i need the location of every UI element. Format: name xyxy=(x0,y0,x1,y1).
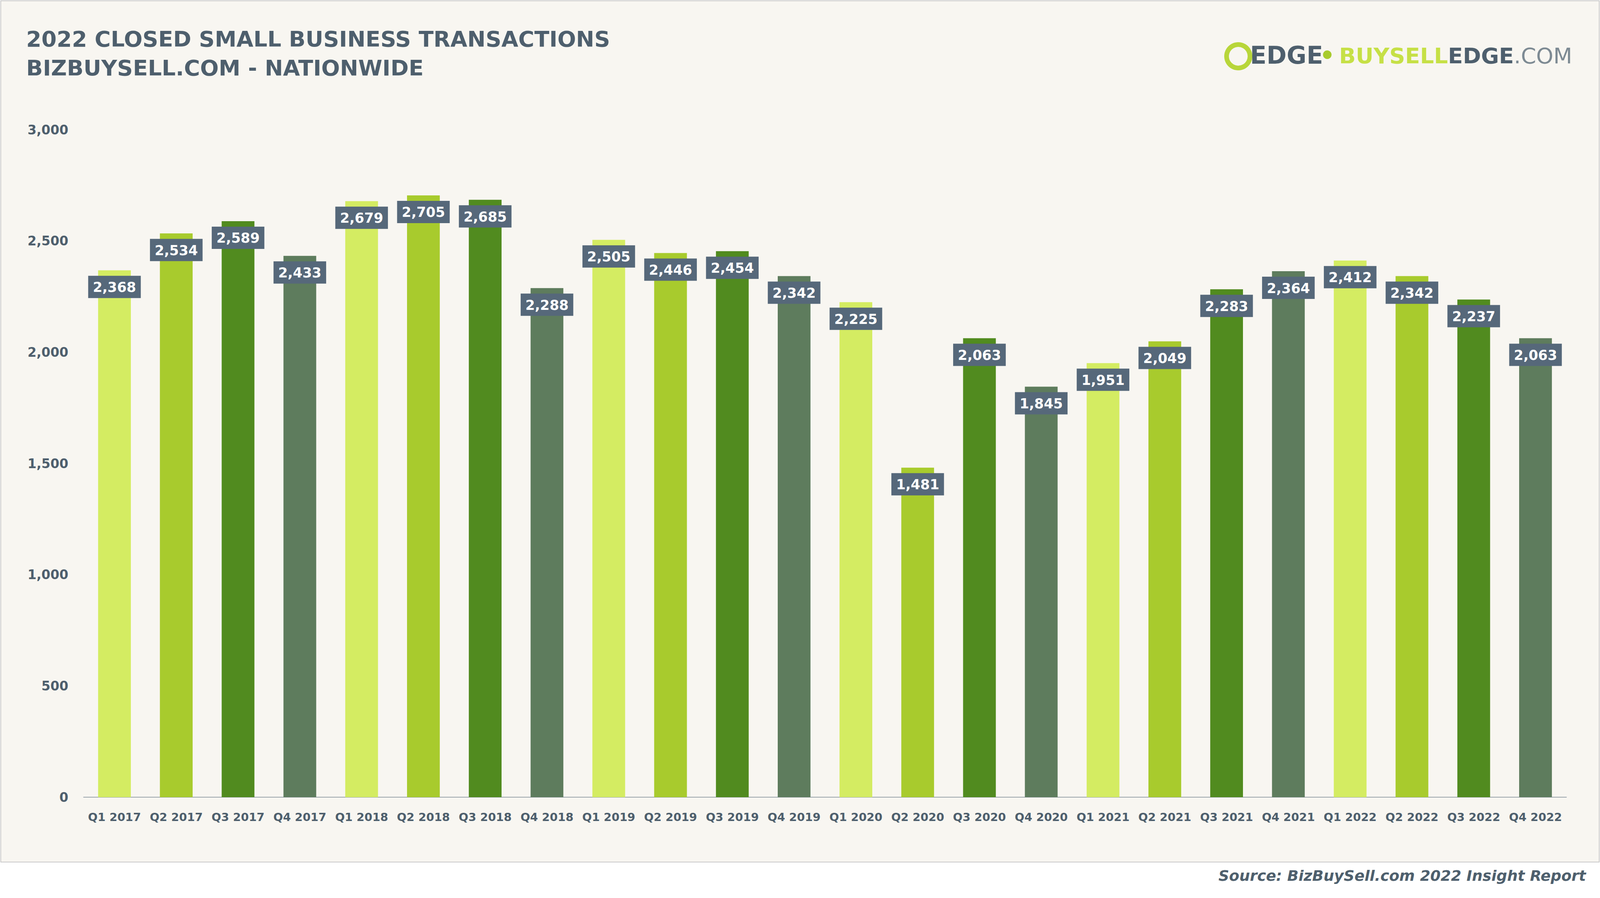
svg-text:Q3 2019: Q3 2019 xyxy=(705,810,759,824)
svg-text:EDGE: EDGE xyxy=(1448,42,1515,69)
svg-text:Q3 2020: Q3 2020 xyxy=(953,810,1007,824)
svg-text:2,000: 2,000 xyxy=(27,344,69,360)
svg-text:2,454: 2,454 xyxy=(710,260,754,276)
svg-text:.COM: .COM xyxy=(1514,42,1573,69)
svg-text:Q1 2022: Q1 2022 xyxy=(1323,810,1377,824)
svg-text:2,679: 2,679 xyxy=(339,210,384,226)
svg-text:Q4 2019: Q4 2019 xyxy=(767,810,821,824)
svg-text:Q3 2018: Q3 2018 xyxy=(458,810,512,824)
svg-text:2,237: 2,237 xyxy=(1451,308,1496,325)
svg-text:Q2 2021: Q2 2021 xyxy=(1138,810,1192,824)
svg-text:2022 CLOSED SMALL BUSINESS TRA: 2022 CLOSED SMALL BUSINESS TRANSACTIONS xyxy=(26,26,611,52)
svg-text:2,063: 2,063 xyxy=(1514,347,1558,363)
svg-text:2,342: 2,342 xyxy=(772,285,817,301)
svg-text:EDGE: EDGE xyxy=(1250,41,1324,70)
svg-text:Q3 2017: Q3 2017 xyxy=(211,810,265,824)
svg-text:1,951: 1,951 xyxy=(1081,372,1125,388)
svg-text:Q4 2017: Q4 2017 xyxy=(273,810,327,824)
svg-text:Q3 2022: Q3 2022 xyxy=(1447,810,1501,824)
svg-text:2,283: 2,283 xyxy=(1205,298,1249,315)
svg-text:Q2 2018: Q2 2018 xyxy=(396,810,450,824)
svg-text:1,845: 1,845 xyxy=(1019,395,1063,412)
svg-text:Q3 2021: Q3 2021 xyxy=(1200,810,1254,824)
svg-text:2,342: 2,342 xyxy=(1390,285,1434,301)
svg-text:Source: BizBuySell.com 2022 In: Source: BizBuySell.com 2022 Insight Repo… xyxy=(1218,866,1587,884)
svg-text:2,589: 2,589 xyxy=(216,230,260,246)
svg-text:2,364: 2,364 xyxy=(1266,280,1311,297)
svg-text:BUYSELL: BUYSELL xyxy=(1339,42,1449,69)
svg-text:2,433: 2,433 xyxy=(278,264,322,281)
svg-text:2,225: 2,225 xyxy=(834,311,878,327)
svg-text:2,368: 2,368 xyxy=(92,279,137,295)
svg-text:2,505: 2,505 xyxy=(587,248,631,265)
svg-text:Q2 2020: Q2 2020 xyxy=(891,810,945,824)
svg-text:2,685: 2,685 xyxy=(463,208,508,225)
svg-text:Q1 2020: Q1 2020 xyxy=(829,810,883,824)
svg-text:1,481: 1,481 xyxy=(896,476,940,493)
svg-text:Q2 2017: Q2 2017 xyxy=(149,810,203,824)
svg-text:Q4 2020: Q4 2020 xyxy=(1014,810,1068,824)
svg-text:Q4 2018: Q4 2018 xyxy=(520,810,574,824)
svg-text:Q2 2022: Q2 2022 xyxy=(1385,810,1439,824)
svg-text:2,705: 2,705 xyxy=(401,204,446,220)
svg-text:0: 0 xyxy=(59,789,69,805)
svg-text:Q4 2022: Q4 2022 xyxy=(1508,810,1563,824)
svg-text:Q1 2017: Q1 2017 xyxy=(87,810,142,824)
svg-text:Q1 2021: Q1 2021 xyxy=(1076,810,1130,824)
svg-text:2,446: 2,446 xyxy=(648,262,693,278)
svg-text:Q1 2018: Q1 2018 xyxy=(335,810,389,824)
svg-text:500: 500 xyxy=(41,678,69,694)
svg-text:1,000: 1,000 xyxy=(27,566,69,583)
svg-text:2,534: 2,534 xyxy=(154,242,199,259)
svg-text:BIZBUYSELL.COM - NATIONWIDE: BIZBUYSELL.COM - NATIONWIDE xyxy=(26,55,424,81)
svg-text:3,000: 3,000 xyxy=(27,122,69,138)
svg-text:•: • xyxy=(1319,41,1336,70)
svg-text:2,049: 2,049 xyxy=(1143,350,1187,367)
svg-text:Q1 2019: Q1 2019 xyxy=(582,810,636,824)
svg-text:Q4 2021: Q4 2021 xyxy=(1261,810,1315,824)
svg-text:Q2 2019: Q2 2019 xyxy=(644,810,698,824)
svg-text:2,412: 2,412 xyxy=(1328,269,1372,286)
svg-text:2,288: 2,288 xyxy=(525,297,569,313)
svg-text:1,500: 1,500 xyxy=(27,455,69,472)
svg-text:2,500: 2,500 xyxy=(27,233,69,249)
svg-text:2,063: 2,063 xyxy=(957,347,1002,363)
